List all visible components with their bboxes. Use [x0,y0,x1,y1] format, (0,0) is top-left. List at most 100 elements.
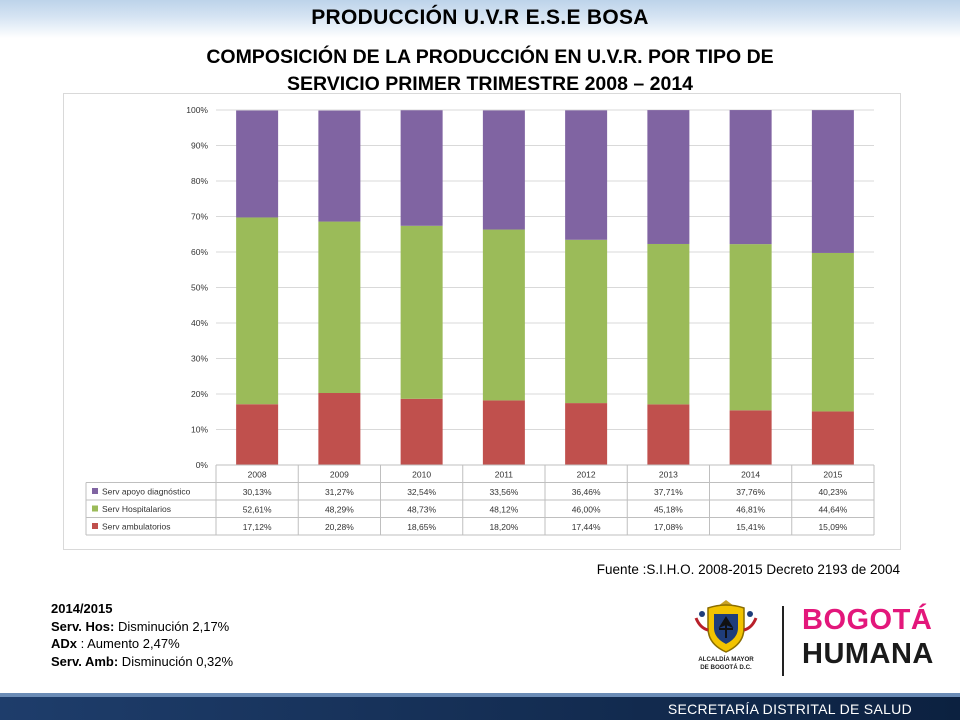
bar-segment [318,110,361,222]
data-label: 44,64% [818,505,847,515]
y-tick-label: 20% [191,389,208,399]
y-tick-label: 40% [191,318,208,328]
humana-logo-word: HUMANA [802,638,934,670]
bar-segment [647,110,690,244]
x-category-label: 2013 [659,470,678,480]
subtitle-line-1: COMPOSICIÓN DE LA PRODUCCIÓN EN U.V.R. P… [206,46,774,68]
logos-area: ALCALDÍA MAYOR DE BOGOTÁ D.C. BOGOTÁ HUM… [688,598,933,678]
bar-segment [729,110,772,245]
x-category-label: 2012 [577,470,596,480]
legend-swatch [92,505,98,512]
data-label: 33,56% [489,487,518,497]
y-tick-label: 30% [191,354,208,364]
notes-period: 2014/2015 [51,601,113,616]
data-label: 48,29% [325,505,354,515]
note-label: Serv. Hos: [51,618,115,634]
bar-segment [400,225,443,399]
y-tick-label: 100% [186,105,208,115]
y-tick-label: 90% [191,141,208,151]
note-text: : Aumento 2,47% [77,636,180,651]
stacked-bar-chart: 0% 10% 20% 30% 40% 50% 60% 70% 80% 90% 100% 2008 200… [85,105,875,536]
bar-segment [236,217,279,405]
data-label: 15,09% [818,522,847,532]
y-tick-label: 70% [191,212,208,222]
y-tick-label: 60% [191,247,208,257]
note-line-adx: ADx : Aumento 2,47% [51,635,233,653]
x-category-label: 2015 [823,470,842,480]
chart-subtitle: COMPOSICIÓN DE LA PRODUCCIÓN EN U.V.R. P… [120,44,860,98]
alcaldia-logo-text: ALCALDÍA MAYOR DE BOGOTÁ D.C. [688,656,764,672]
data-label: 18,65% [407,522,436,532]
alcaldia-line-2: DE BOGOTÁ D.C. [700,664,752,671]
bar-segment [482,400,525,465]
data-label: 30,13% [243,487,272,497]
legend-swatch [92,523,98,529]
bogota-logo-word: BOGOTÁ [802,604,933,636]
bar-segment [400,398,443,465]
data-label: 36,46% [572,487,601,497]
footer-band: SECRETARÍA DISTRITAL DE SALUD [0,697,960,720]
bar-segment [811,252,854,412]
y-tick-label: 10% [191,425,208,435]
bar-segment [647,243,690,405]
bar-segment [565,239,608,404]
y-tick-label: 80% [191,176,208,186]
data-label: 20,28% [325,522,354,532]
bar-segment [811,110,854,253]
header-band [0,0,960,38]
note-line-hos: Serv. Hos: Disminución 2,17% [51,618,233,636]
data-label: 40,23% [818,487,847,497]
data-label: 45,18% [654,505,683,515]
footer-stripe [0,693,960,697]
bar-segment [400,110,443,226]
legend-entry: Serv apoyo diagnóstico [102,487,191,497]
legend-swatch [92,488,98,494]
data-label: 31,27% [325,487,354,497]
page-title: PRODUCCIÓN U.V.R E.S.E BOSA [311,6,649,29]
y-tick-label: 50% [191,283,208,293]
bar-segment [811,411,854,465]
data-label: 18,20% [489,522,518,532]
footer-text: SECRETARÍA DISTRITAL DE SALUD [667,701,912,717]
note-label: ADx [51,636,78,651]
data-label: 46,81% [736,505,765,515]
bar-segment [647,404,690,465]
data-label: 48,12% [489,505,518,515]
coat-of-arms-icon [694,600,758,653]
legend-entry: Serv ambulatorios [102,522,171,532]
notes-block: 2014/2015 Serv. Hos: Disminución 2,17% A… [51,600,233,670]
data-label: 15,41% [736,522,765,532]
data-label: 17,12% [243,522,272,532]
subtitle-line-2: SERVICIO PRIMER TRIMESTRE 2008 – 2014 [286,73,694,95]
bar-segment [565,110,608,240]
bar-segment [236,404,279,465]
bar-segment [729,244,772,411]
bar-segment [729,410,772,465]
bar-segment [318,393,361,465]
x-category-label: 2010 [412,470,431,480]
x-category-label: 2014 [741,470,760,480]
data-label: 37,71% [654,487,683,497]
note-line-amb: Serv. Amb: Disminución 0,32% [51,653,233,671]
data-label: 17,44% [572,522,601,532]
logo-divider [782,606,784,676]
bar-segment [482,229,525,401]
x-category-label: 2011 [495,470,514,480]
data-label: 37,76% [736,487,765,497]
data-label: 46,00% [572,505,601,515]
bar-segment [482,110,525,230]
data-label: 32,54% [407,487,436,497]
bar-segment [236,110,279,218]
note-text: Disminución 0,32% [118,653,234,669]
legend-entry: Serv Hospitalarios [102,504,171,514]
x-category-label: 2008 [248,470,267,480]
data-label: 48,73% [407,505,436,515]
bar-segment [565,403,608,465]
data-label: 52,61% [243,505,272,515]
x-category-label: 2009 [330,470,349,480]
note-label: Serv. Amb: [51,653,119,669]
data-label: 17,08% [654,522,683,532]
alcaldia-line-1: ALCALDÍA MAYOR [698,656,754,663]
chart-frame: 0% 10% 20% 30% 40% 50% 60% 70% 80% 90% 100% 2008 200… [63,93,901,550]
bar-segment [318,221,361,394]
